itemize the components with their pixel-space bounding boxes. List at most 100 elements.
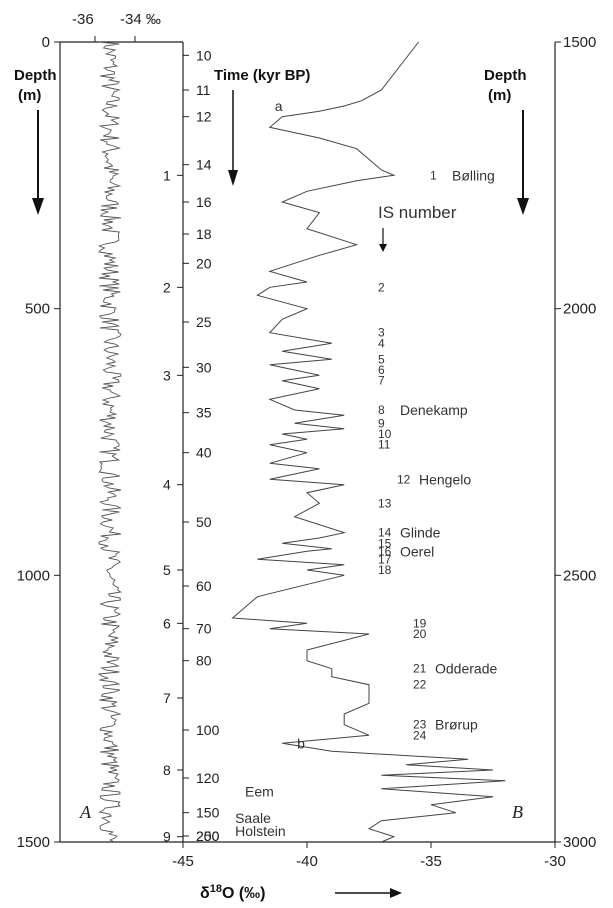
- time-label: 30: [196, 359, 212, 375]
- left-axis-tick-label: 1500: [17, 834, 50, 851]
- top-tick-label: -36: [72, 11, 94, 28]
- depth-marker-label: 8: [163, 762, 171, 778]
- bottom-axis-title: δ18O (‰): [200, 883, 266, 902]
- is-number-label: 24: [413, 728, 427, 742]
- is-number-label: 3: [378, 326, 385, 340]
- is-number-label: 4: [378, 336, 385, 350]
- time-label: 50: [196, 514, 212, 530]
- depth-marker-label: 5: [163, 562, 171, 578]
- left-axis-tick-label: 1000: [17, 567, 50, 584]
- panel-label-b: B: [512, 802, 523, 822]
- time-label: 150: [196, 805, 220, 821]
- depth-marker-label: 3: [163, 367, 171, 383]
- bottom-axis-tick-label: -45: [172, 853, 194, 870]
- time-label: 16: [196, 194, 212, 210]
- depth-marker-label: 7: [163, 690, 171, 706]
- interstadial-name: Denekamp: [400, 402, 468, 418]
- interstadial-name: Odderade: [435, 661, 497, 677]
- is-number-label: 2: [378, 280, 385, 294]
- depth-marker-label: 9: [163, 829, 171, 845]
- is-number-label: 20: [413, 627, 427, 641]
- is-number-label: 5: [378, 352, 385, 366]
- is-number-label: 23: [413, 718, 427, 732]
- bottom-axis: -45 -40 -35 -30: [172, 842, 566, 870]
- time-label: 25: [196, 314, 212, 330]
- depth-marker-label: 4: [163, 477, 171, 493]
- left-depth-axis: 0 500 1000 1500: [17, 34, 60, 851]
- is-number-label: 22: [413, 678, 427, 692]
- time-label: 100: [196, 722, 220, 738]
- is-number-label: 9: [378, 416, 385, 430]
- is-number-label: 19: [413, 616, 427, 630]
- is-number-label: 16: [378, 544, 392, 558]
- left-axis-unit: (m): [18, 87, 41, 104]
- time-label: 250: [196, 828, 220, 844]
- time-label: 120: [196, 770, 220, 786]
- is-number-label: 11: [378, 438, 391, 452]
- panel-label-a: A: [79, 802, 92, 822]
- right-axis-tick-label: 1500: [563, 34, 596, 51]
- left-axis-tick-label: 0: [42, 34, 50, 51]
- time-label: 12: [196, 109, 212, 125]
- time-label: 40: [196, 445, 212, 461]
- annotation-label: Eem: [245, 783, 274, 799]
- is-number-label: 12: [397, 472, 411, 486]
- interstadial-name: Bølling: [452, 167, 495, 183]
- is-number-label: 10: [378, 427, 392, 441]
- time-label: 11: [196, 82, 211, 98]
- delta-o18-trace-b: [231, 41, 506, 843]
- is-number-label: 8: [378, 403, 385, 417]
- right-axis-tick-label: 3000: [563, 834, 596, 851]
- is-number-label: 18: [378, 563, 392, 577]
- right-axis-tick-label: 2000: [563, 301, 596, 318]
- time-label: 70: [196, 621, 212, 637]
- interstadial-name: Oerel: [400, 543, 434, 559]
- delta-o18-trace-a: [97, 41, 122, 843]
- time-label: 35: [196, 405, 212, 421]
- is-number-label: 17: [378, 552, 392, 566]
- down-arrow-icon: [228, 90, 238, 186]
- time-label: 18: [196, 226, 212, 242]
- depth-marker-label: 6: [163, 615, 171, 631]
- is-number-label: 13: [378, 496, 392, 510]
- down-arrow-icon: [32, 110, 44, 215]
- interstadial-name: Hengelo: [419, 471, 471, 487]
- chart-frame: [59, 41, 556, 843]
- right-arrow-icon: [335, 888, 402, 898]
- bottom-axis-tick-label: -35: [420, 853, 442, 870]
- top-axis: -36 -34 ‰: [72, 11, 161, 42]
- right-axis-unit: (m): [488, 87, 511, 104]
- bottom-axis-tick-label: -30: [544, 853, 566, 870]
- annotation-label: Holstein: [235, 823, 286, 839]
- down-arrow-icon: [379, 228, 387, 252]
- time-label: 80: [196, 653, 212, 669]
- time-axis-labels: 10 11 12 14 16 18 20 25 30 35 40 50 60 70 80 100 120 150 2…: [183, 47, 220, 844]
- right-axis-tick-label: 2500: [563, 567, 596, 584]
- time-label: 14: [196, 157, 212, 173]
- is-number-header: IS number: [378, 203, 457, 222]
- annotation-label: b: [297, 735, 305, 751]
- right-axis-label: Depth: [484, 67, 527, 84]
- time-label: 20: [196, 255, 212, 271]
- is-number-label: 21: [413, 662, 427, 676]
- time-label: 200: [196, 828, 220, 844]
- interstadial-name: Brørup: [435, 717, 478, 733]
- depth-markers: 1 2 3 4 5 6 7 8 9: [163, 167, 183, 845]
- top-tick-label: -34 ‰: [120, 11, 161, 28]
- is-number-label: 15: [378, 536, 392, 550]
- is-number-label: 7: [378, 374, 385, 388]
- interstadial-name: Glinde: [400, 525, 441, 541]
- annotation-label: Saale: [235, 810, 271, 826]
- is-number-label: 1: [430, 168, 437, 182]
- left-axis-tick-label: 500: [25, 301, 50, 318]
- left-axis-label: Depth: [14, 67, 57, 84]
- is-number-label: 6: [378, 363, 385, 377]
- depth-marker-label: 1: [163, 167, 171, 183]
- time-axis-title: Time (kyr BP): [214, 67, 310, 84]
- time-label: 10: [196, 47, 212, 63]
- right-depth-axis: 1500 2000 2500 3000: [555, 34, 596, 851]
- time-label: 60: [196, 578, 212, 594]
